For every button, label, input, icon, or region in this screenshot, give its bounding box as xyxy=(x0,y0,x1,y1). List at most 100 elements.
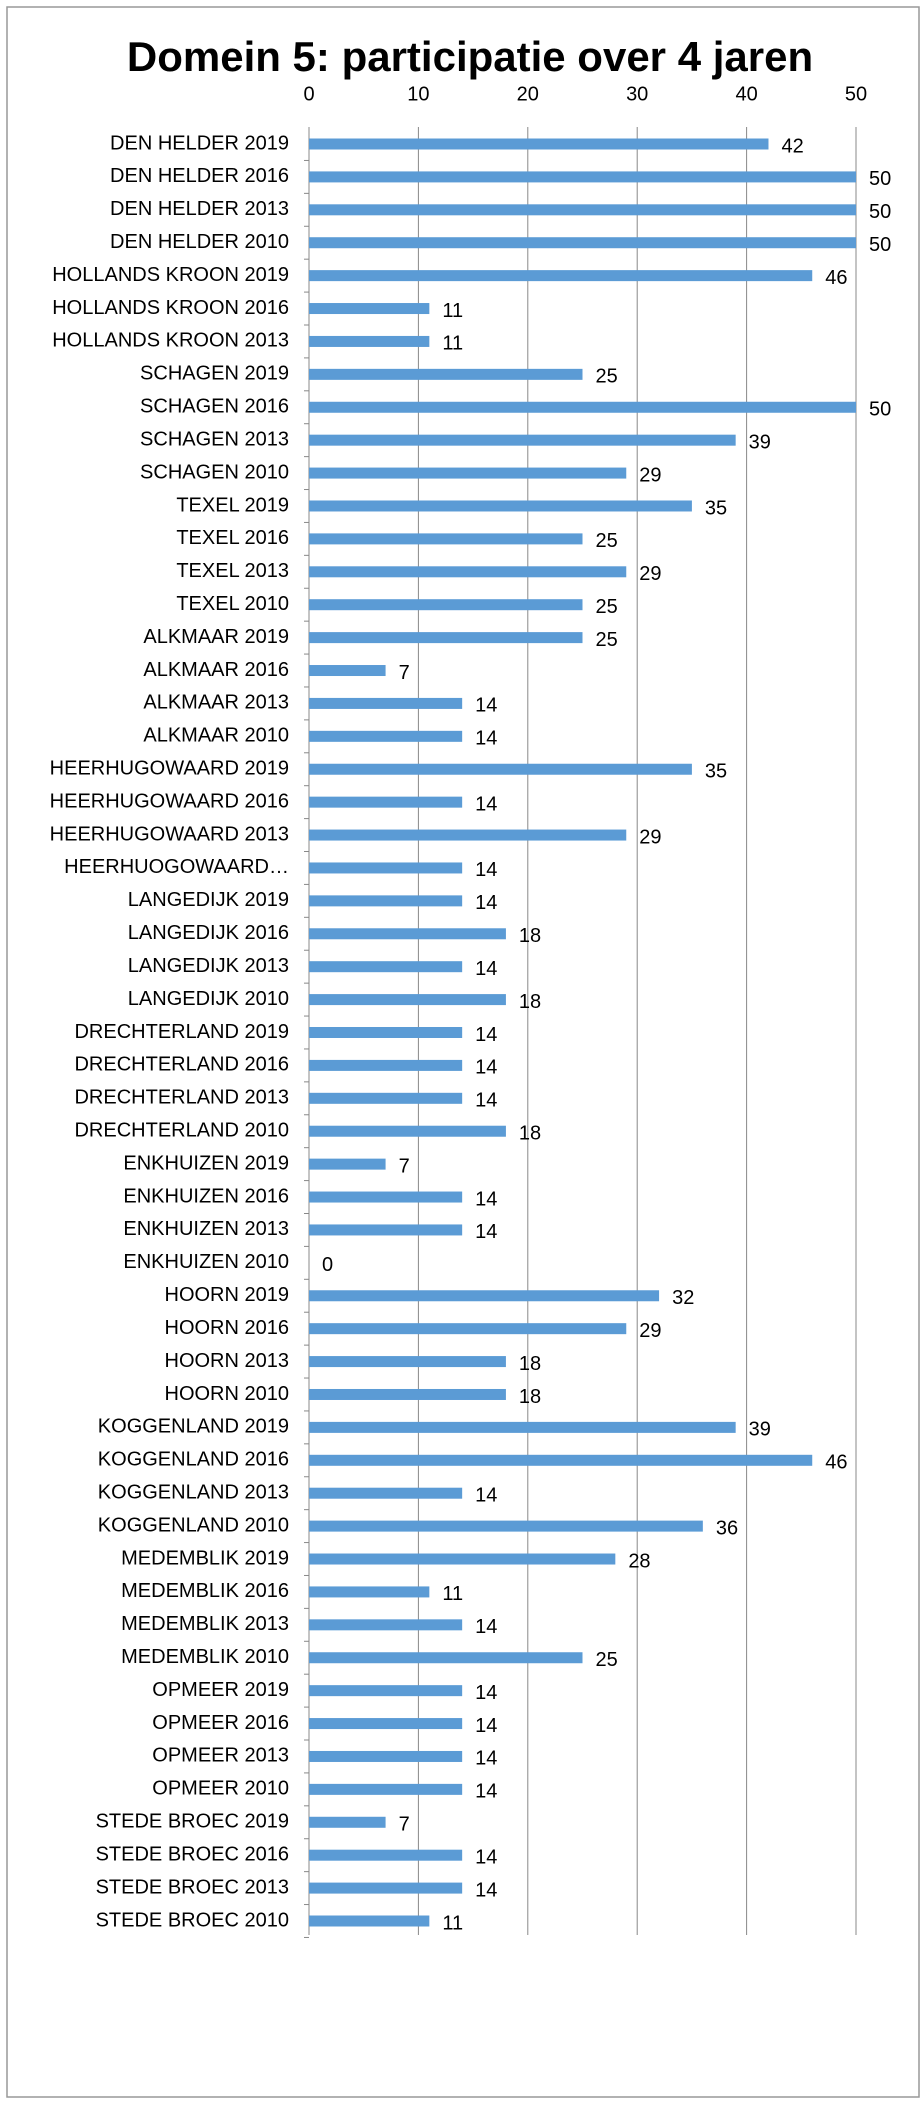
y-tick-label: DEN HELDER 2013 xyxy=(110,198,289,220)
y-tick-label: TEXEL 2019 xyxy=(176,494,289,516)
bar xyxy=(309,1619,463,1631)
bar xyxy=(309,171,856,183)
bar xyxy=(309,697,463,709)
bar xyxy=(309,566,627,578)
data-label: 14 xyxy=(475,1024,497,1046)
bar xyxy=(309,796,463,808)
data-label: 14 xyxy=(475,1484,497,1506)
data-label: 14 xyxy=(475,892,497,914)
bar xyxy=(309,763,692,775)
y-tick-label: OPMEER 2016 xyxy=(152,1712,289,1734)
bar xyxy=(309,1092,463,1104)
bar xyxy=(309,1553,616,1565)
y-tick-label: HOORN 2010 xyxy=(165,1383,290,1405)
bar xyxy=(309,138,769,150)
x-tick-label: 0 xyxy=(303,83,314,105)
y-tick-label: ALKMAAR 2016 xyxy=(143,659,289,681)
data-label: 14 xyxy=(475,1221,497,1243)
data-label: 46 xyxy=(825,1452,847,1474)
x-tick-label: 40 xyxy=(735,83,757,105)
data-label: 50 xyxy=(869,234,891,256)
y-tick-label: HEERHUGOWAARD 2013 xyxy=(50,823,289,845)
y-tick-label: HOORN 2016 xyxy=(165,1317,290,1339)
data-label: 50 xyxy=(869,168,891,190)
data-label: 25 xyxy=(596,629,618,651)
data-label: 7 xyxy=(399,662,410,684)
y-tick-label: LANGEDIJK 2013 xyxy=(128,955,289,977)
bar xyxy=(309,1849,463,1861)
bar xyxy=(309,1750,463,1762)
data-label: 14 xyxy=(475,1090,497,1112)
data-label: 14 xyxy=(475,958,497,980)
y-tick-label: DRECHTERLAND 2019 xyxy=(74,1021,289,1043)
data-label: 18 xyxy=(519,1386,541,1408)
y-tick-label: ALKMAAR 2010 xyxy=(143,725,289,747)
data-label: 29 xyxy=(639,563,661,585)
data-label: 29 xyxy=(639,826,661,848)
y-tick-label: OPMEER 2019 xyxy=(152,1679,289,1701)
bar xyxy=(309,1323,627,1335)
y-tick-label: TEXEL 2010 xyxy=(176,593,289,615)
bar xyxy=(309,1125,506,1137)
data-label: 11 xyxy=(442,1912,463,1934)
data-label: 39 xyxy=(749,431,771,453)
y-tick-label: MEDEMBLIK 2016 xyxy=(121,1580,289,1602)
bar xyxy=(309,533,583,545)
y-tick-label: KOGGENLAND 2019 xyxy=(98,1416,289,1438)
y-tick-label: HOLLANDS KROON 2019 xyxy=(52,264,289,286)
data-label: 25 xyxy=(596,596,618,618)
bar xyxy=(309,1520,703,1532)
bar xyxy=(309,1783,463,1795)
bar xyxy=(309,1915,430,1927)
y-tick-label: HOORN 2019 xyxy=(165,1284,290,1306)
y-tick-label: SCHAGEN 2019 xyxy=(140,363,289,385)
chart-border xyxy=(6,6,920,2098)
data-label: 14 xyxy=(475,728,497,750)
bar xyxy=(309,1027,463,1038)
data-label: 14 xyxy=(475,1188,497,1210)
y-tick-label: STEDE BROEC 2016 xyxy=(96,1843,289,1865)
bar xyxy=(309,665,386,677)
y-tick-label: DRECHTERLAND 2010 xyxy=(74,1120,289,1142)
y-tick-label: TEXEL 2013 xyxy=(176,560,289,582)
bar xyxy=(309,270,813,282)
y-tick-label: SCHAGEN 2010 xyxy=(140,461,289,483)
y-tick-label: STEDE BROEC 2019 xyxy=(96,1811,289,1833)
y-tick-label: LANGEDIJK 2010 xyxy=(128,988,289,1010)
y-tick-label: KOGGENLAND 2013 xyxy=(98,1481,289,1503)
y-tick-label: ENKHUIZEN 2013 xyxy=(123,1218,289,1240)
bar xyxy=(309,1718,463,1730)
y-tick-label: MEDEMBLIK 2019 xyxy=(121,1547,289,1569)
data-label: 18 xyxy=(519,1353,541,1375)
x-tick-label: 10 xyxy=(407,83,429,105)
y-tick-label: ENKHUIZEN 2016 xyxy=(123,1185,289,1207)
bar xyxy=(309,862,463,874)
data-label: 18 xyxy=(519,925,541,947)
bar xyxy=(309,730,463,742)
data-label: 25 xyxy=(596,530,618,552)
data-label: 11 xyxy=(442,1583,463,1605)
data-label: 28 xyxy=(628,1550,650,1572)
data-label: 36 xyxy=(716,1517,738,1539)
data-label: 25 xyxy=(596,1649,618,1671)
data-label: 14 xyxy=(475,1682,497,1704)
y-tick-label: DEN HELDER 2010 xyxy=(110,231,289,253)
y-tick-label: HOLLANDS KROON 2016 xyxy=(52,297,289,319)
bar xyxy=(309,994,506,1006)
data-label: 14 xyxy=(475,1781,497,1803)
data-label: 11 xyxy=(442,300,463,322)
data-label: 42 xyxy=(781,135,803,157)
bar xyxy=(309,237,856,249)
y-tick-label: SCHAGEN 2016 xyxy=(140,396,289,418)
data-label: 14 xyxy=(475,1846,497,1868)
y-tick-label: MEDEMBLIK 2010 xyxy=(121,1646,289,1668)
data-label: 7 xyxy=(399,1814,410,1836)
data-label: 7 xyxy=(399,1155,410,1177)
data-label: 29 xyxy=(639,464,661,486)
data-label: 0 xyxy=(322,1254,333,1276)
bar xyxy=(309,1882,463,1894)
y-tick-label: KOGGENLAND 2016 xyxy=(98,1449,289,1471)
bar xyxy=(309,1290,660,1302)
y-tick-label: HOLLANDS KROON 2013 xyxy=(52,330,289,352)
y-tick-label: ENKHUIZEN 2019 xyxy=(123,1152,289,1174)
